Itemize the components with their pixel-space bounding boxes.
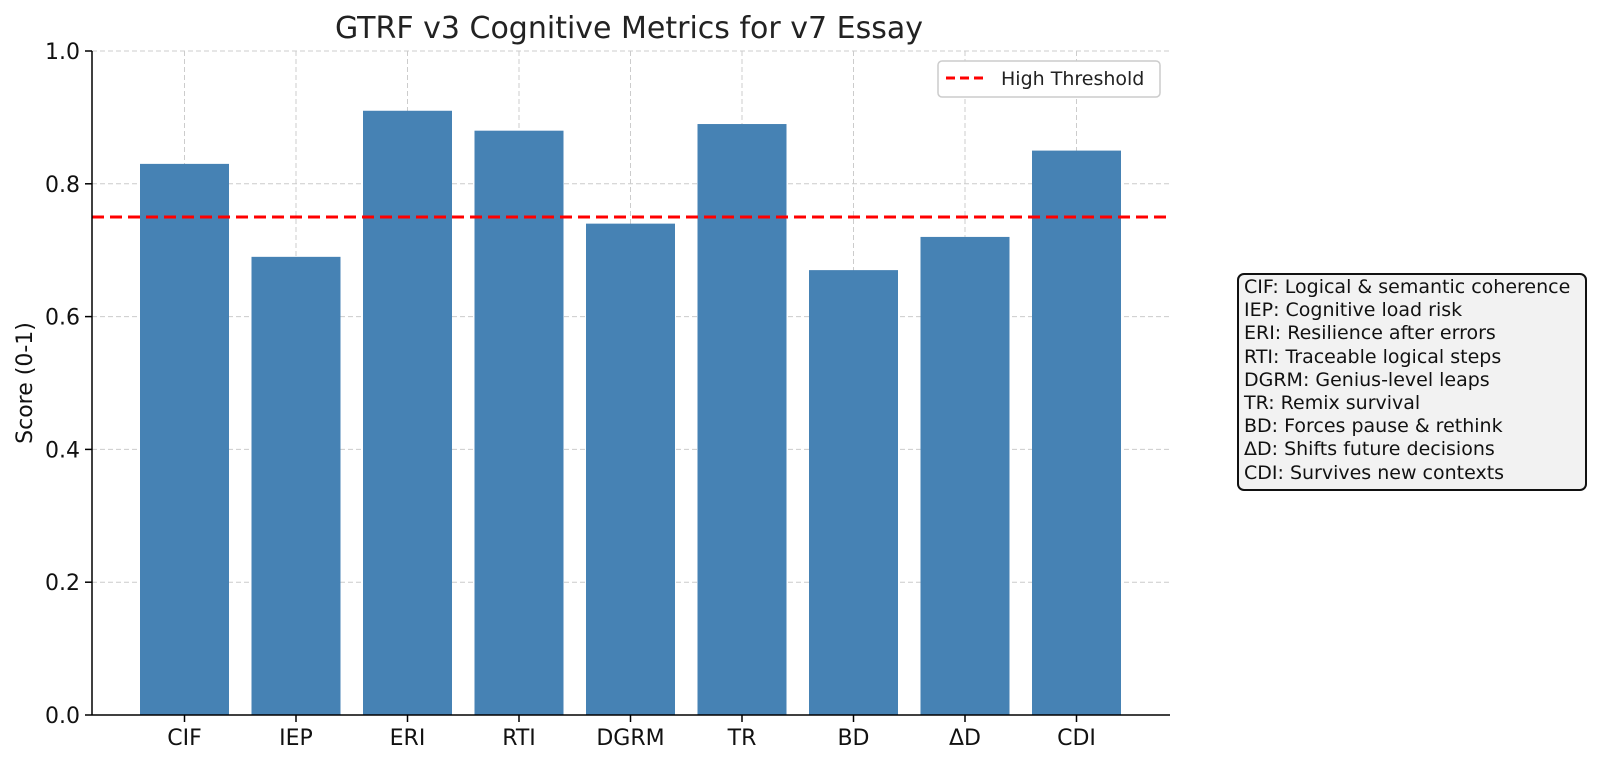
bar-cif <box>140 163 229 715</box>
metric-definitions-box: CIF: Logical & semantic coherence IEP: Co… <box>1237 273 1587 491</box>
metric-definition: ERI: Resilience after errors <box>1244 322 1496 345</box>
y-tick-label: 0.0 <box>45 704 80 729</box>
legend-box <box>937 60 1161 98</box>
y-tick-labels: 0.0 0.2 0.4 0.6 0.8 1.0 <box>45 40 92 729</box>
metric-definition: BD: Forces pause & rethink <box>1244 415 1503 438</box>
chart-title: GTRF v3 Cognitive Metrics for v7 Essay <box>335 11 923 46</box>
bar-tr <box>697 124 787 716</box>
bar-bd <box>809 270 898 715</box>
x-tick-label: ERI <box>390 726 426 751</box>
metric-definition: IEP: Cognitive load risk <box>1244 299 1463 322</box>
y-tick-label: 0.8 <box>45 173 80 198</box>
y-tick-label: 1.0 <box>45 40 80 65</box>
bar-iep <box>251 256 341 715</box>
x-tick-label: CDI <box>1057 726 1096 751</box>
y-axis-label: Score (0-1) <box>13 322 38 444</box>
y-tick-label: 0.6 <box>45 306 80 331</box>
x-tick-label: ΔD <box>949 726 981 751</box>
legend: High Threshold <box>937 60 1161 98</box>
x-tick-label: RTI <box>502 726 536 751</box>
bar-eri <box>363 110 452 715</box>
x-tick-labels: CIF IEP ERI RTI DGRM TR BD ΔD CDI <box>167 715 1096 751</box>
y-tick-label: 0.4 <box>45 438 80 463</box>
y-tick-label: 0.2 <box>45 571 80 596</box>
legend-threshold-label: High Threshold <box>1001 68 1144 90</box>
bar-rti <box>474 130 564 715</box>
metric-definition: TR: Remix survival <box>1244 392 1421 415</box>
metric-definition: DGRM: Genius-level leaps <box>1244 368 1490 391</box>
bar-cdi <box>1032 150 1121 716</box>
metric-definition: CIF: Logical & semantic coherence <box>1244 276 1571 298</box>
metric-definition: ΔD: Shifts future decisions <box>1244 438 1495 461</box>
metric-definition: CDI: Survives new contexts <box>1244 461 1505 484</box>
bar-dgrm <box>586 223 675 715</box>
x-tick-label: BD <box>837 726 869 751</box>
metric-definition: RTI: Traceable logical steps <box>1244 345 1502 368</box>
x-tick-label: TR <box>727 726 757 751</box>
x-tick-label: CIF <box>167 726 202 751</box>
x-tick-label: IEP <box>279 726 313 751</box>
bar-δd <box>920 236 1010 716</box>
bars <box>140 110 1121 716</box>
x-tick-label: DGRM <box>596 726 664 751</box>
